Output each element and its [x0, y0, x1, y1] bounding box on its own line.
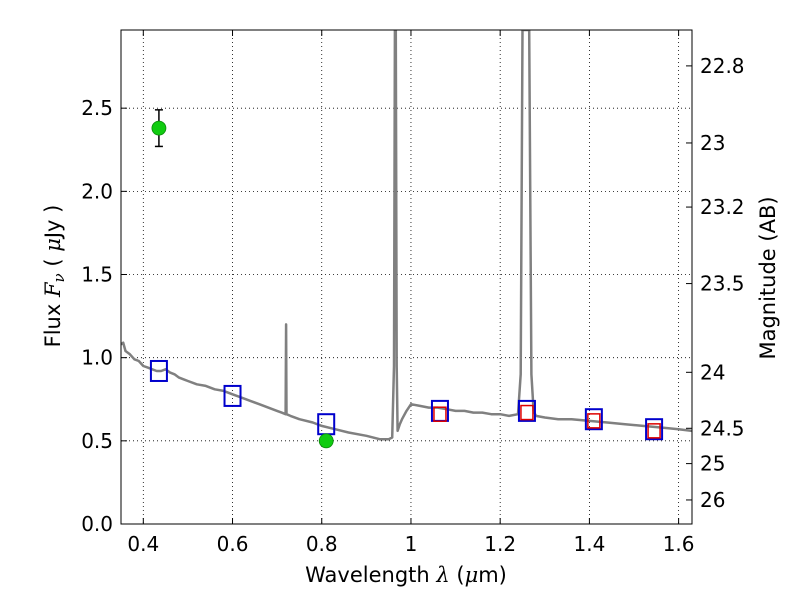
- x-axis-label: Wavelength λ (μm): [305, 563, 507, 587]
- y2-tick-label: 22.8: [700, 54, 745, 78]
- model-photometry-square: [223, 384, 242, 407]
- y-axis-label: Flux Fν ( μJy ): [41, 205, 68, 348]
- model-photometry-square: [149, 359, 168, 382]
- plot-frame: [120, 29, 693, 525]
- y2-axis-label: Magnitude (AB): [756, 196, 780, 359]
- observed-photometry-square: [520, 404, 534, 421]
- x-tick-label: 1.4: [573, 532, 605, 556]
- axis-ticks: [121, 30, 692, 525]
- model-photometry-square: [584, 408, 603, 431]
- y-tick-label: 0.5: [81, 429, 113, 453]
- y2-tick-label: 23: [700, 131, 725, 155]
- observed-photometry-square: [433, 406, 447, 422]
- data-point: [151, 120, 167, 136]
- x-tick-label: 1.6: [663, 532, 695, 556]
- y2-tick-label: 24: [700, 360, 725, 384]
- axis-tick-labels: 0.4 0.6 0.8 1 1.2 1.4 1.6 0.0 0.5 1.0 1.5 2.0 2.5 22.…: [81, 54, 744, 556]
- grid: [121, 30, 692, 525]
- y2-tick-label: 23.2: [700, 195, 745, 219]
- y-tick-label: 1.0: [81, 346, 113, 370]
- spectrum-line: [121, 30, 692, 441]
- y2-tick-label: 25: [700, 452, 725, 476]
- y2-tick-label: 26: [700, 488, 725, 512]
- y2-tick-label: 23.5: [700, 272, 745, 296]
- y2-tick-label: 24.5: [700, 416, 745, 440]
- data-point: [318, 433, 334, 449]
- x-tick-label: 0.6: [217, 532, 249, 556]
- x-tick-label: 1: [405, 532, 418, 556]
- y-tick-label: 2.0: [81, 179, 113, 203]
- x-tick-label: 1.2: [484, 532, 516, 556]
- y-tick-label: 0.0: [81, 512, 113, 536]
- plot-data: [121, 30, 692, 449]
- x-tick-label: 0.8: [306, 532, 338, 556]
- model-photometry-square: [517, 399, 536, 422]
- model-photometry-square: [645, 418, 664, 441]
- y-tick-label: 2.5: [81, 96, 113, 120]
- y-tick-label: 1.5: [81, 263, 113, 287]
- observed-photometry-square: [647, 423, 661, 439]
- x-tick-label: 0.4: [127, 532, 159, 556]
- observed-photometry-square: [587, 413, 601, 429]
